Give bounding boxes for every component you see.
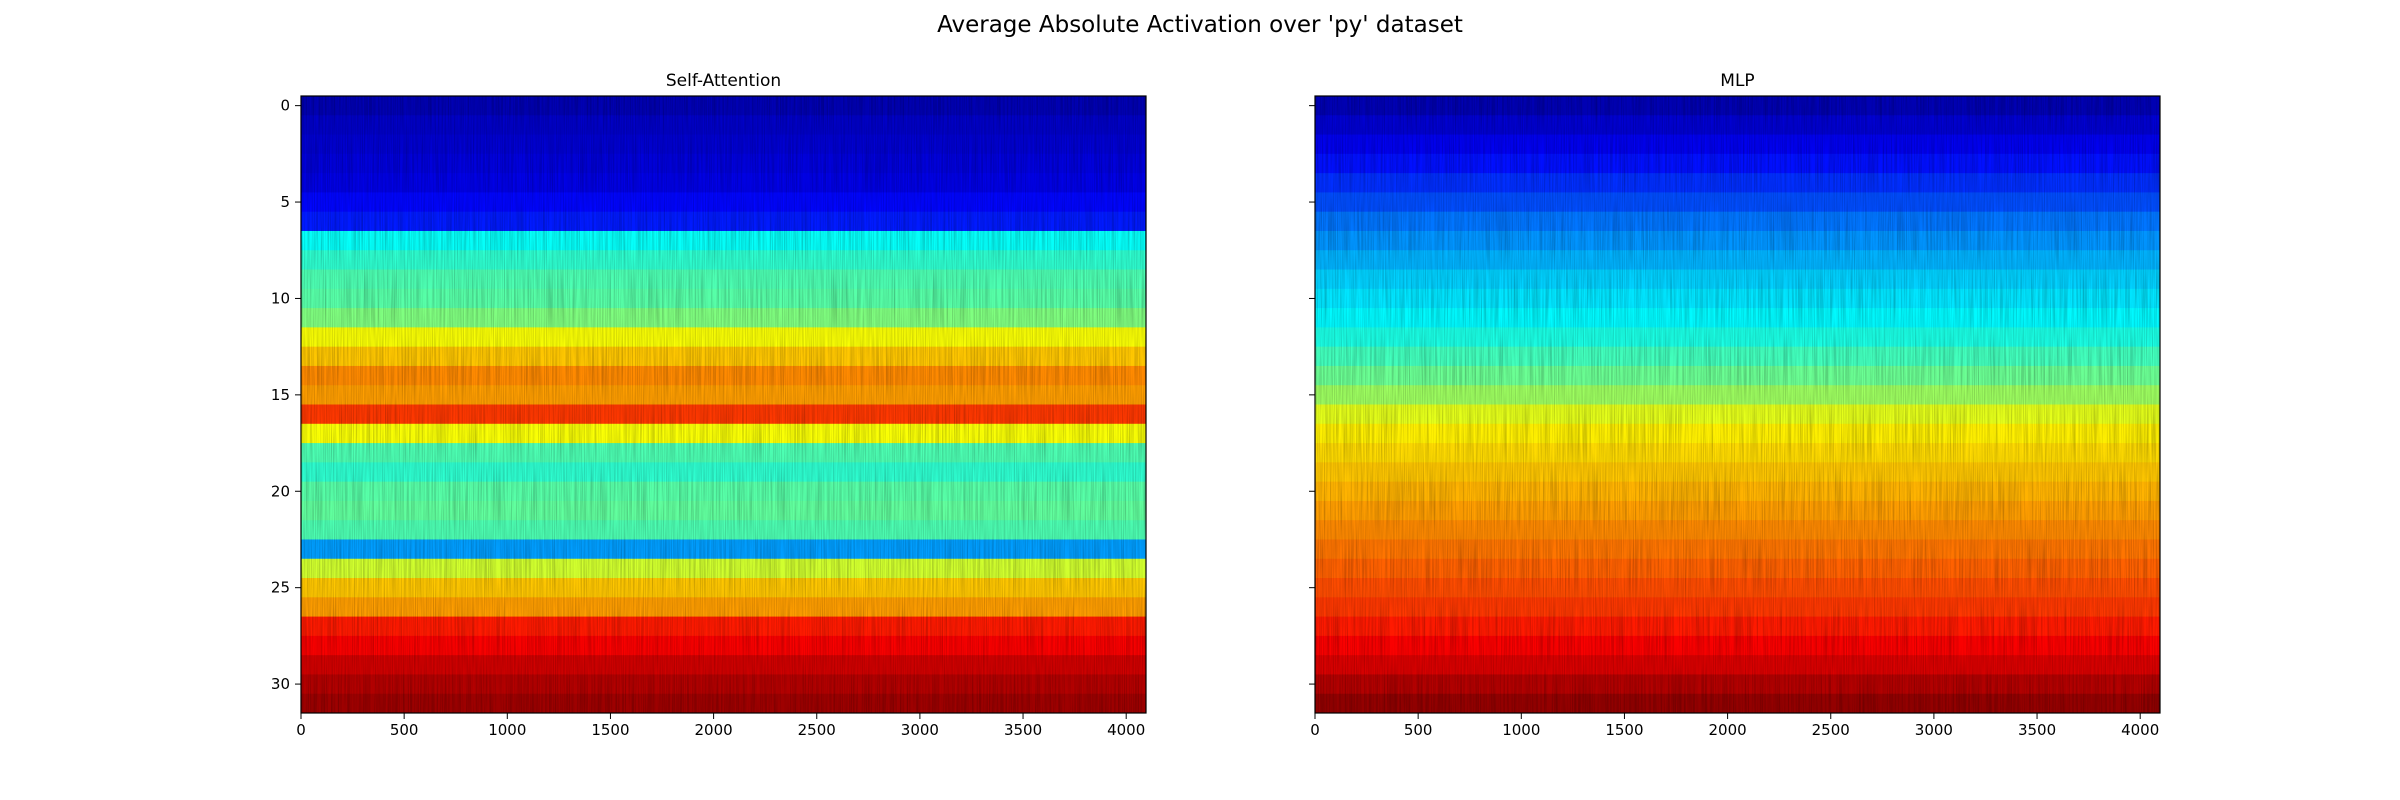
x-tick-label: 3000: [1915, 721, 1953, 739]
x-tick-label: 0: [296, 721, 306, 739]
y-tick-label: 10: [271, 289, 290, 307]
x-tick-label: 4000: [1107, 721, 1145, 739]
heatmap-panel-1: Self-Attention 0 500 1000 1500 2000 2500 3000 35…: [271, 71, 1147, 739]
figure-title: Average Absolute Activation over 'py' da…: [937, 12, 1463, 38]
x-tick-label: 1500: [591, 721, 629, 739]
x-tick-label: 500: [1404, 721, 1433, 739]
x-tick-label: 1500: [1605, 721, 1643, 739]
y-tick-label: 20: [271, 482, 290, 500]
axes-frame: [300, 95, 1147, 714]
x-tick-label: 2000: [695, 721, 733, 739]
x-tick-label: 2000: [1709, 721, 1747, 739]
x-tick-label: 2500: [798, 721, 836, 739]
y-tick-label: 0: [280, 97, 290, 115]
heatmap-cells: [1315, 96, 2160, 713]
x-tick-label: 3000: [901, 721, 939, 739]
x-tick-label: 1000: [488, 721, 526, 739]
x-tick-label: 4000: [2121, 721, 2159, 739]
x-tick-label: 500: [390, 721, 419, 739]
x-tick-label: 0: [1310, 721, 1320, 739]
heatmap-panel-2: MLP 0 500 1000 1500 2000 2500 3000 3500 4000: [1309, 71, 2161, 739]
heatmap-texture: [1315, 96, 2160, 713]
x-tick-label: 3500: [2018, 721, 2056, 739]
heatmap-cells: [301, 96, 1146, 713]
panel-title: MLP: [1720, 71, 1754, 91]
y-tick-label: 30: [271, 675, 290, 693]
x-tick-label: 2500: [1812, 721, 1850, 739]
axes-frame: [1314, 95, 2161, 714]
x-tick-label: 3500: [1004, 721, 1042, 739]
y-tick-label: 15: [271, 386, 290, 404]
y-tick-label: 5: [280, 193, 290, 211]
panel-title: Self-Attention: [666, 71, 781, 91]
x-tick-label: 1000: [1502, 721, 1540, 739]
y-tick-label: 25: [271, 579, 290, 597]
heatmap-texture: [301, 96, 1146, 713]
